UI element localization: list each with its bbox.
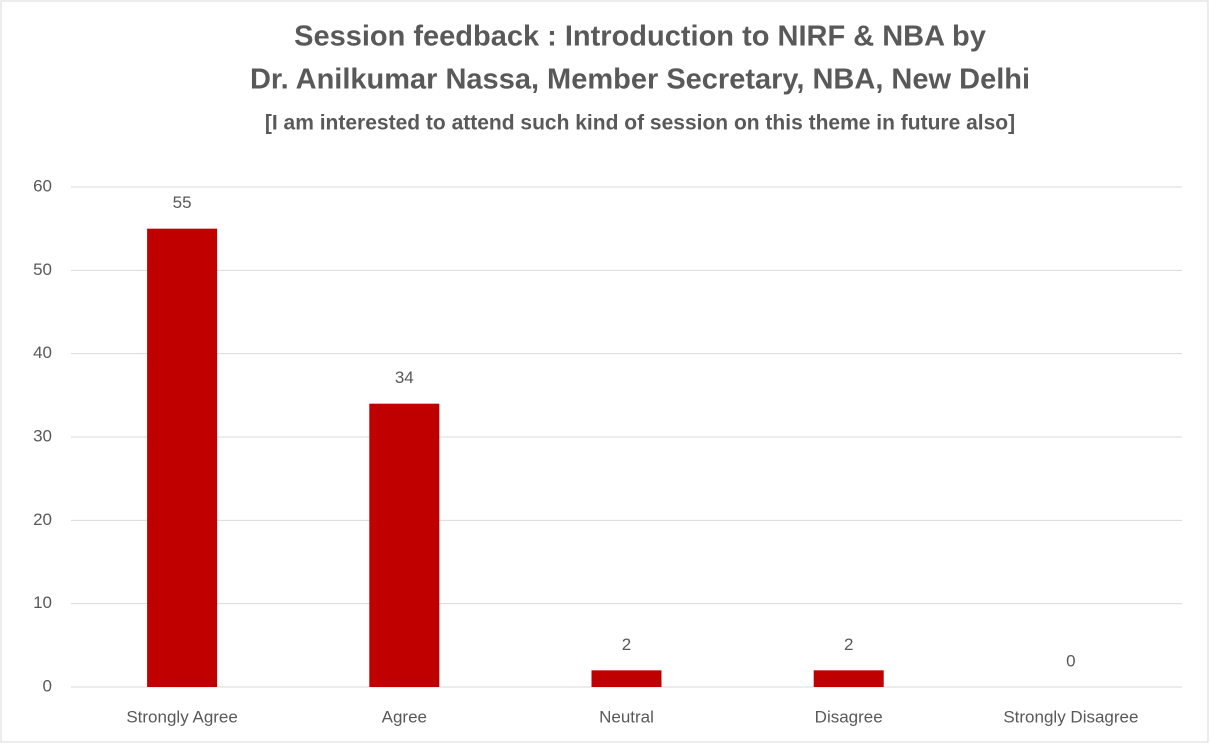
y-tick-label: 0 [43, 676, 52, 695]
y-tick-label: 30 [33, 426, 52, 445]
data-label: 55 [173, 193, 192, 212]
chart-title: Dr. Anilkumar Nassa, Member Secretary, N… [250, 64, 1030, 96]
x-tick-label: Strongly Disagree [1003, 707, 1138, 726]
y-tick-label: 10 [33, 593, 52, 612]
y-tick-label: 50 [33, 260, 52, 279]
x-tick-label: Strongly Agree [126, 707, 238, 726]
data-label: 2 [622, 635, 631, 654]
data-label: 0 [1066, 651, 1075, 670]
x-tick-label: Agree [382, 707, 427, 726]
y-tick-label: 40 [33, 343, 52, 362]
data-label: 2 [844, 635, 853, 654]
x-tick-label: Neutral [599, 707, 654, 726]
chart-title: Session feedback : Introduction to NIRF … [294, 21, 986, 53]
bar [369, 403, 440, 687]
x-tick-label: Disagree [815, 707, 883, 726]
bar [591, 670, 662, 687]
chart-subtitle: [I am interested to attend such kind of … [265, 112, 1015, 135]
bar [813, 670, 884, 687]
bar [147, 228, 218, 687]
data-label: 34 [395, 368, 414, 387]
y-tick-label: 20 [33, 510, 52, 529]
y-tick-label: 60 [33, 176, 52, 195]
